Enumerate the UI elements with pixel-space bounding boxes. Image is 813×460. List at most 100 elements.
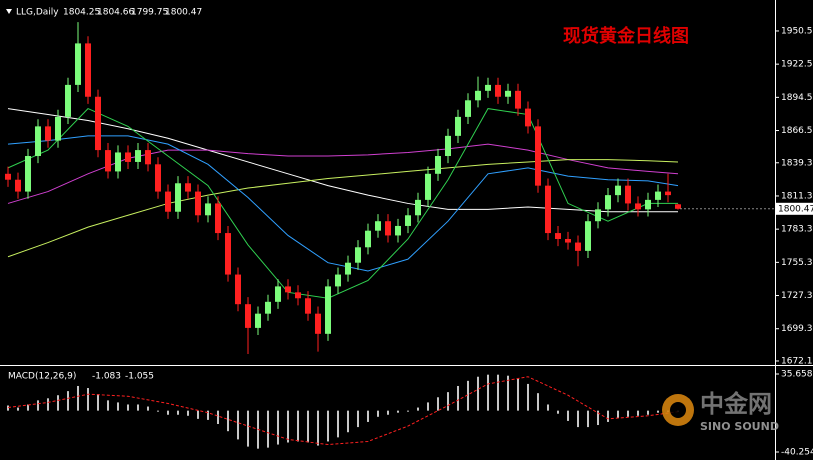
last-price-label: 1800.47	[778, 204, 813, 214]
macd-bar	[97, 394, 99, 411]
watermark-subtitle: SINO SOUND	[700, 420, 779, 433]
candle-body	[585, 221, 591, 251]
macd-bar	[657, 410, 659, 413]
watermark-name: 中金网	[700, 390, 772, 418]
chart-title: 现货黄金日线图	[563, 25, 689, 47]
candle-body	[595, 209, 601, 222]
y-tick-label: 1811.30	[781, 191, 813, 201]
open-value: 1804.25	[63, 8, 100, 18]
candle-body	[325, 286, 331, 334]
macd-bar	[477, 376, 479, 411]
y-tick-label: 1922.50	[781, 60, 813, 70]
candle-body	[495, 84, 501, 97]
candle-body	[535, 126, 541, 186]
macd-bar	[597, 410, 599, 426]
candle-body	[55, 116, 61, 141]
macd-bar	[447, 392, 449, 411]
macd-bar	[337, 410, 339, 438]
candle-body	[485, 84, 491, 91]
macd-bar	[247, 410, 249, 447]
macd-bar	[237, 410, 239, 440]
symbol: LLG,Daily	[16, 8, 59, 18]
candle-body	[105, 150, 111, 172]
candle-body	[75, 43, 81, 85]
macd-bar	[37, 400, 39, 411]
candle-body	[435, 156, 441, 174]
candle-body	[235, 274, 241, 305]
macd-bar	[407, 410, 409, 412]
candle-body	[305, 298, 311, 314]
candle-body	[375, 221, 381, 231]
watermark: 中金网 SINO SOUND	[662, 390, 779, 433]
candle-body	[445, 135, 451, 157]
candle-body	[475, 90, 481, 101]
moving-average	[7, 108, 678, 213]
candle-body	[195, 191, 201, 216]
macd-bar	[347, 410, 349, 433]
candle-body	[625, 185, 631, 204]
macd-bar	[457, 385, 459, 411]
candle-body	[455, 116, 461, 136]
candle-body	[265, 301, 271, 314]
macd-bar	[507, 375, 509, 411]
macd-bar	[267, 410, 269, 448]
macd-bar	[617, 410, 619, 418]
macd-bar	[357, 410, 359, 428]
macd-bar	[137, 404, 139, 411]
candle-body	[225, 233, 231, 275]
y-tick-label: 1839.30	[781, 158, 813, 168]
candle-body	[405, 215, 411, 226]
candle-body	[5, 173, 11, 180]
candle-body	[395, 225, 401, 236]
candle-body	[525, 108, 531, 127]
candle-body	[145, 150, 151, 165]
macd-bar	[627, 410, 629, 417]
macd-bar	[637, 410, 639, 416]
macd-bar	[517, 378, 519, 411]
macd-signal	[7, 376, 679, 446]
macd-bar	[197, 410, 199, 419]
candle-body	[385, 221, 391, 236]
macd-bar	[87, 388, 89, 411]
candle-body	[85, 43, 91, 97]
moving-average	[7, 143, 679, 204]
candle-body	[465, 100, 471, 117]
macd-bar	[317, 410, 319, 446]
macd-bar	[327, 410, 329, 442]
candle-body	[645, 199, 651, 210]
macd-bar	[387, 410, 389, 415]
candle-body	[355, 247, 361, 263]
candle-body	[555, 233, 561, 239]
candle-body	[545, 185, 551, 234]
candle-body	[615, 185, 621, 196]
y-tick-label: 1755.30	[781, 258, 813, 268]
macd-bar	[427, 402, 429, 411]
macd-bar	[607, 410, 609, 422]
macd-bar	[307, 410, 309, 443]
y-tick-label: 1894.50	[781, 93, 813, 103]
macd-bar	[227, 410, 229, 432]
macd-bar	[177, 410, 179, 415]
y-tick-label: 1950.50	[781, 26, 813, 36]
macd-bar	[547, 404, 549, 411]
y-tick-label: 1672.10	[781, 356, 813, 366]
macd-bar	[377, 410, 379, 417]
candle-body	[95, 96, 101, 151]
candle-body	[215, 203, 221, 234]
macd-bar	[367, 410, 369, 422]
moving-average	[7, 159, 679, 258]
macd-bar	[497, 374, 499, 411]
macd-signal-value: -1.055	[125, 372, 154, 382]
candle-body	[285, 286, 291, 293]
macd-bar	[287, 410, 289, 443]
macd-bar	[77, 385, 79, 411]
candle-body	[205, 203, 211, 216]
y-tick-label: 1866.50	[781, 126, 813, 136]
y-tick-label: 1727.30	[781, 291, 813, 301]
close-value: 1800.47	[165, 8, 202, 18]
macd-bar	[207, 410, 209, 420]
candle-body	[115, 152, 121, 172]
y-tick-label: 1783.30	[781, 225, 813, 235]
candle-body	[155, 164, 161, 192]
